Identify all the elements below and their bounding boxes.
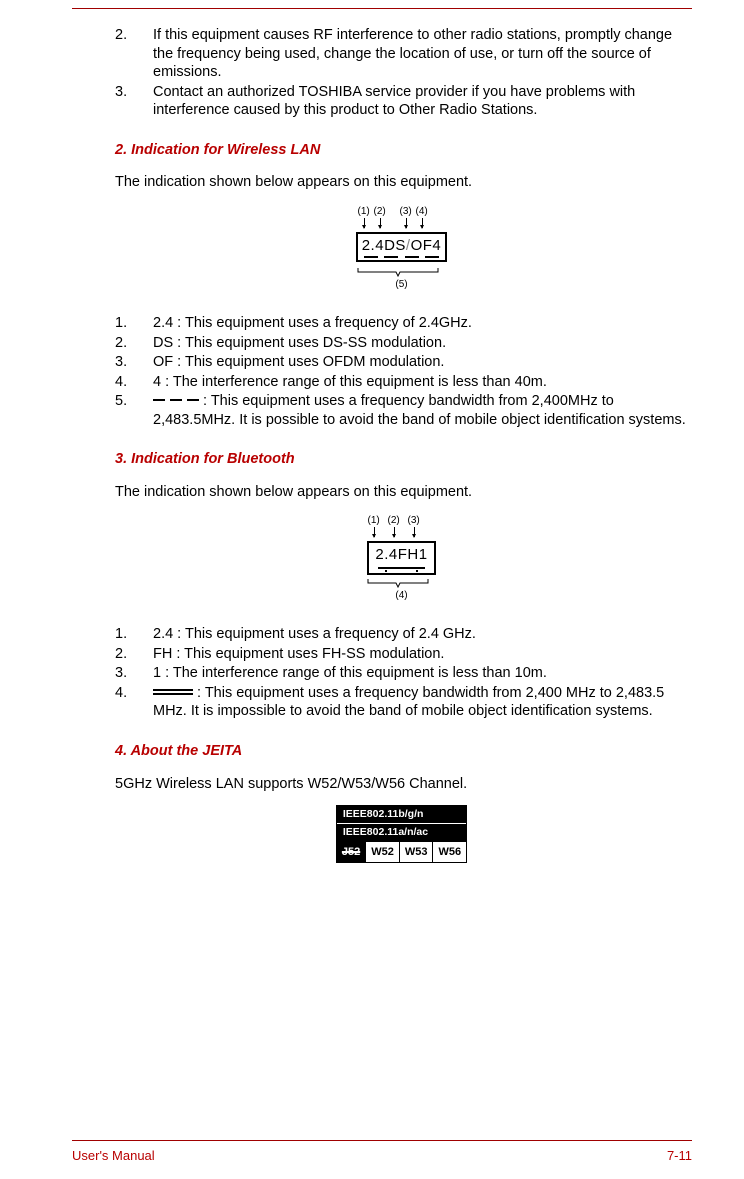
section-intro: The indication shown below appears on th… (115, 173, 688, 192)
list-text: If this equipment causes RF interference… (153, 26, 688, 82)
list-item: 3. OF : This equipment uses OFDM modulat… (115, 353, 688, 372)
list-text: : This equipment uses a frequency bandwi… (153, 392, 688, 429)
page-content: 2. If this equipment causes RF interfere… (115, 26, 688, 863)
channel-cell: W56 (433, 842, 466, 862)
list-text: Contact an authorized TOSHIBA service pr… (153, 83, 688, 120)
list-text: 2.4 : This equipment uses a frequency of… (153, 314, 688, 333)
list-text: 1 : The interference range of this equip… (153, 664, 688, 683)
list-number: 1. (115, 625, 153, 644)
list-number: 2. (115, 26, 153, 82)
solid-band-icon (153, 687, 193, 697)
list-text: 4 : The interference range of this equip… (153, 373, 688, 392)
fig-label: (3) (400, 206, 412, 219)
channel-cell-j52: J52 (337, 842, 366, 862)
fig-label: (1) (368, 515, 380, 528)
list-item: 4. : This equipment uses a frequency ban… (115, 684, 688, 721)
footer-right: 7-11 (667, 1148, 692, 1163)
fig-bottom-label: (5) (356, 279, 448, 292)
list-item-tail: : This equipment uses a frequency bandwi… (153, 685, 664, 720)
list-number: 5. (115, 392, 153, 429)
footer-horizontal-rule (72, 1140, 692, 1141)
box-text: 2.4DS/OF4 (362, 237, 442, 254)
list-item: 3. Contact an authorized TOSHIBA service… (115, 83, 688, 120)
list-number: 3. (115, 83, 153, 120)
list-number: 3. (115, 664, 153, 683)
list-item: 4. 4 : The interference range of this eq… (115, 373, 688, 392)
bluetooth-indication-box: 2.4FH1 (367, 541, 435, 574)
fig-bottom-label: (4) (366, 590, 438, 603)
list-number: 4. (115, 373, 153, 392)
list-text: DS : This equipment uses DS-SS modulatio… (153, 334, 688, 353)
list-number: 2. (115, 645, 153, 664)
list-number: 2. (115, 334, 153, 353)
section-heading-jeita: 4. About the JEITA (115, 742, 688, 761)
continued-list: 2. If this equipment causes RF interfere… (115, 26, 688, 120)
channel-cell: W52 (366, 842, 400, 862)
section-heading-wlan: 2. Indication for Wireless LAN (115, 141, 688, 160)
footer-left: User's Manual (72, 1148, 155, 1163)
list-item: 1. 2.4 : This equipment uses a frequency… (115, 314, 688, 333)
fig-label: (1) (358, 206, 370, 219)
list-item-tail: : This equipment uses a frequency bandwi… (153, 393, 686, 428)
page-footer: User's Manual 7-11 (72, 1148, 692, 1163)
fig-label: (2) (388, 515, 400, 528)
list-item: 1. 2.4 : This equipment uses a frequency… (115, 625, 688, 644)
list-text: : This equipment uses a frequency bandwi… (153, 684, 688, 721)
ieee-row: IEEE802.11a/n/ac (337, 823, 466, 841)
list-item: 2. FH : This equipment uses FH-SS modula… (115, 645, 688, 664)
list-item: 2. If this equipment causes RF interfere… (115, 26, 688, 82)
wlan-list: 1. 2.4 : This equipment uses a frequency… (115, 314, 688, 429)
list-text: FH : This equipment uses FH-SS modulatio… (153, 645, 688, 664)
wlan-indication-box: 2.4DS/OF4 (356, 232, 448, 262)
wlan-indication-figure: (1) (2) (3) (4) 2.4DS/OF4 (115, 206, 688, 292)
box-text: 2.4FH1 (375, 546, 427, 563)
ieee-row: IEEE802.11b/g/n (337, 806, 466, 823)
section-intro: 5GHz Wireless LAN supports W52/W53/W56 C… (115, 775, 688, 794)
list-item: 2. DS : This equipment uses DS-SS modula… (115, 334, 688, 353)
top-horizontal-rule (72, 8, 692, 9)
bluetooth-indication-figure: (1) (2) (3) 2.4FH1 (115, 515, 688, 603)
list-text: 2.4 : This equipment uses a frequency of… (153, 625, 688, 644)
section-heading-bluetooth: 3. Indication for Bluetooth (115, 450, 688, 469)
list-item: 3. 1 : The interference range of this eq… (115, 664, 688, 683)
list-number: 4. (115, 684, 153, 721)
dashed-band-icon (153, 395, 199, 405)
fig-label: (4) (416, 206, 428, 219)
bluetooth-list: 1. 2.4 : This equipment uses a frequency… (115, 625, 688, 721)
jeita-channel-table: IEEE802.11b/g/n IEEE802.11a/n/ac J52 W52… (115, 805, 688, 863)
section-intro: The indication shown below appears on th… (115, 483, 688, 502)
fig-label: (2) (374, 206, 386, 219)
list-text: OF : This equipment uses OFDM modulation… (153, 353, 688, 372)
channel-cell: W53 (400, 842, 434, 862)
fig-label: (3) (408, 515, 420, 528)
list-number: 1. (115, 314, 153, 333)
list-item: 5. : This equipment uses a frequency ban… (115, 392, 688, 429)
list-number: 3. (115, 353, 153, 372)
